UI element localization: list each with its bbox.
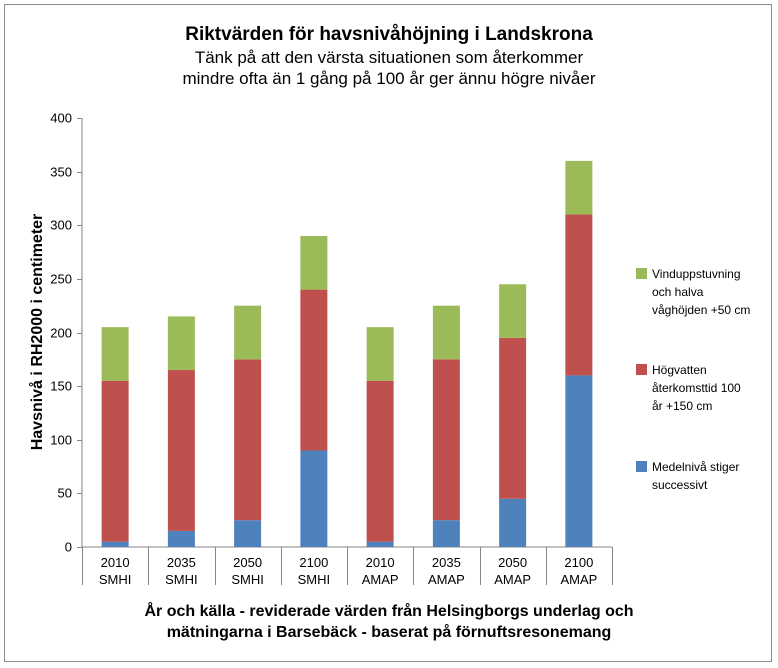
y-tick-label: 250 — [50, 272, 72, 287]
x-tick-label-year: 2050 — [498, 555, 527, 570]
bar-segment — [300, 450, 328, 547]
y-tick-label: 200 — [50, 326, 72, 341]
legend-label-line: Högvatten — [652, 363, 707, 377]
x-axis-label-line-2: mätningarna i Barsebäck - baserat på för… — [166, 624, 612, 641]
x-tick-label-source: SMHI — [298, 572, 331, 587]
legend-label-line: Medelnivå stiger — [652, 460, 740, 474]
bar-segment — [167, 530, 195, 547]
legend-item-vinduppstuvning: Vinduppstuvning och halva våghöjden +50 … — [636, 265, 776, 319]
x-tick-label-source: SMHI — [231, 572, 264, 587]
legend-label-line: våghöjden +50 cm — [652, 303, 751, 317]
legend-label-line: successivt — [652, 478, 708, 492]
bar-segment — [101, 380, 129, 542]
x-tick-label-source: AMAP — [362, 572, 399, 587]
legend-label: Medelnivå stiger successivt — [652, 458, 772, 494]
bar-segment — [565, 375, 593, 547]
bar-segment — [234, 359, 262, 521]
x-tick-label-year: 2050 — [233, 555, 262, 570]
legend-label: Högvatten återkomsttid 100 år +150 cm — [652, 361, 772, 415]
bar-segment — [432, 305, 460, 360]
x-tick-label-year: 2100 — [299, 555, 328, 570]
y-tick-label: 300 — [50, 218, 72, 233]
legend-label-line: Vinduppstuvning — [652, 267, 741, 281]
legend-item-medelniva: Medelnivå stiger successivt — [636, 458, 776, 494]
x-tick-label-year: 2100 — [564, 555, 593, 570]
y-tick-label: 100 — [50, 433, 72, 448]
x-tick-label-source: AMAP — [428, 572, 465, 587]
bar-segment — [366, 327, 394, 381]
legend-item-hogvatten: Högvatten återkomsttid 100 år +150 cm — [636, 361, 776, 415]
legend-label-line: återkomsttid 100 — [652, 381, 741, 395]
bar-segment — [366, 380, 394, 542]
y-tick-label: 150 — [50, 379, 72, 394]
bar-segment — [366, 541, 394, 547]
bar-segment — [499, 337, 527, 499]
bar-segment — [432, 359, 460, 521]
bar-segment — [300, 289, 328, 451]
x-tick-label-year: 2035 — [167, 555, 196, 570]
legend-label-line: år +150 cm — [652, 399, 713, 413]
x-tick-label-year: 2010 — [101, 555, 130, 570]
x-tick-label-year: 2010 — [366, 555, 395, 570]
bar-segment — [101, 541, 129, 547]
chart-subtitle-line-1: Tänk på att den värsta situationen som å… — [194, 48, 584, 67]
y-tick-label: 50 — [58, 486, 72, 501]
bar-segment — [432, 520, 460, 547]
bar-segment — [499, 498, 527, 547]
y-tick-label: 350 — [50, 165, 72, 180]
chart-subtitle-line-2: mindre ofta än 1 gång på 100 år ger ännu… — [182, 69, 596, 88]
legend-swatch — [636, 268, 647, 279]
bar-segment — [565, 214, 593, 376]
bar-segment — [565, 160, 593, 215]
bar-segment — [167, 370, 195, 531]
legend-label: Vinduppstuvning och halva våghöjden +50 … — [652, 265, 772, 319]
bar-segment — [499, 284, 527, 338]
x-tick-label-source: AMAP — [494, 572, 531, 587]
bar-segment — [101, 327, 129, 381]
bar-segment — [234, 520, 262, 547]
bar-segment — [234, 305, 262, 360]
bar-segment — [300, 235, 328, 290]
chart-title: Riktvärden för havsnivåhöjning i Landskr… — [185, 24, 593, 45]
x-axis-label-line-1: År och källa - reviderade värden från He… — [144, 603, 634, 620]
x-tick-label-year: 2035 — [432, 555, 461, 570]
x-tick-label-source: AMAP — [560, 572, 597, 587]
x-tick-label-source: SMHI — [99, 572, 132, 587]
x-tick-label-source: SMHI — [165, 572, 198, 587]
legend-swatch — [636, 461, 647, 472]
legend-label-line: och halva — [652, 285, 704, 299]
legend-swatch — [636, 364, 647, 375]
y-tick-label: 0 — [65, 540, 72, 555]
y-tick-label: 400 — [50, 111, 72, 126]
bar-segment — [167, 316, 195, 371]
